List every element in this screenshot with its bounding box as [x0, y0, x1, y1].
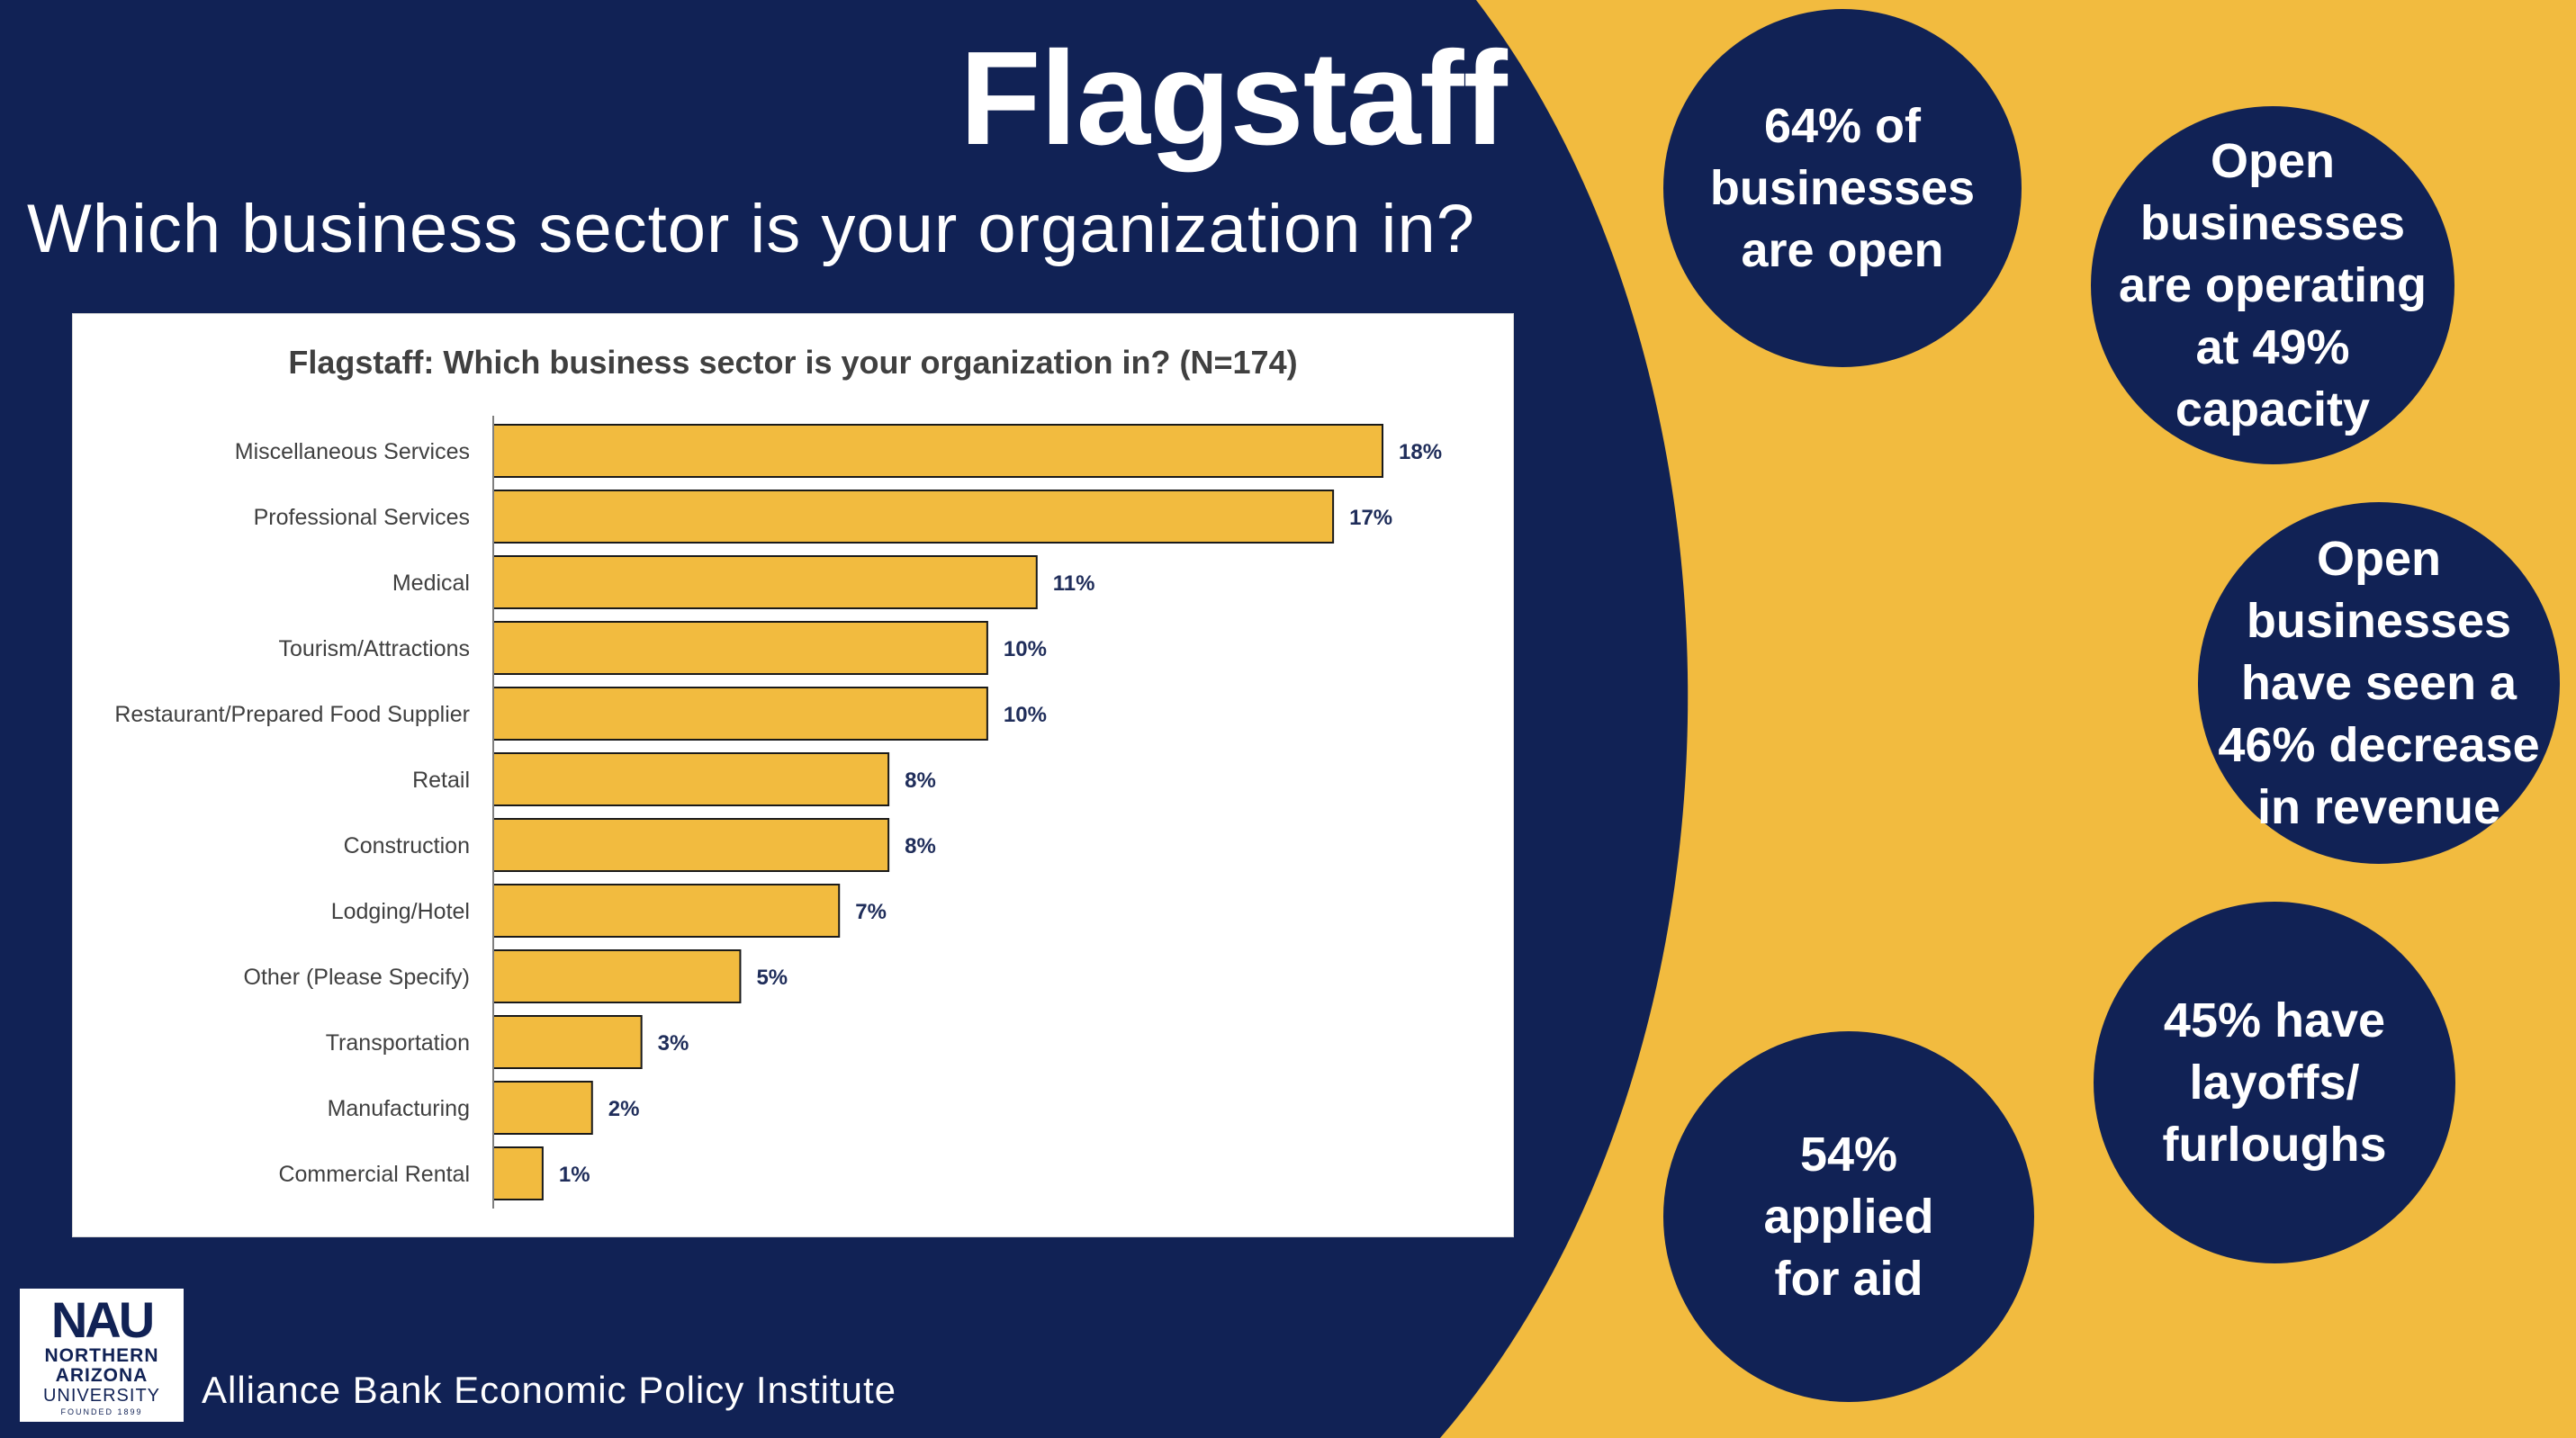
category-label: Tourism/Attractions [278, 636, 470, 661]
value-label: 1% [559, 1163, 590, 1187]
bar [492, 884, 841, 938]
bar [492, 490, 1335, 544]
bar [492, 1146, 544, 1200]
category-label: Manufacturing [328, 1096, 470, 1121]
bar [492, 555, 1038, 609]
value-label: 11% [1053, 571, 1095, 596]
value-label: 8% [905, 768, 936, 793]
value-label: 2% [608, 1097, 640, 1121]
bar [492, 621, 988, 675]
bar-chart: Flagstaff: Which business sector is your… [114, 344, 1442, 1209]
value-label: 5% [756, 966, 788, 990]
stat-operating-capacity: Open businesses are operating at 49% cap… [2091, 106, 2454, 464]
value-label: 18% [1399, 440, 1442, 464]
category-label: Retail [412, 768, 470, 793]
bar [492, 1081, 593, 1135]
value-label: 10% [1004, 703, 1047, 727]
slide-title: Flagstaff [959, 24, 1508, 173]
value-label: 7% [855, 900, 887, 924]
value-label: 3% [658, 1031, 689, 1056]
stat-businesses-open: 64% of businesses are open [1663, 9, 2022, 367]
nau-logo: NAU NORTHERN ARIZONA UNIVERSITY FOUNDED … [20, 1289, 184, 1422]
value-label: 17% [1349, 506, 1392, 530]
chart-panel: Flagstaff: Which business sector is your… [72, 313, 1514, 1237]
logo-wordmark: NAU [50, 1291, 155, 1348]
logo-founded: FOUNDED 1899 [60, 1407, 143, 1416]
category-label: Commercial Rental [278, 1162, 470, 1187]
logo-line-arizona: ARIZONA [55, 1365, 149, 1386]
bar [492, 424, 1383, 478]
category-label: Miscellaneous Services [235, 439, 470, 464]
footer-institute: Alliance Bank Economic Policy Institute [202, 1369, 897, 1411]
chart-title: Flagstaff: Which business sector is your… [288, 344, 1297, 381]
category-label: Other (Please Specify) [244, 965, 471, 990]
category-label: Lodging/Hotel [331, 899, 470, 924]
bar [492, 949, 742, 1003]
slide-subtitle: Which business sector is your organizati… [27, 191, 1475, 267]
bar [492, 818, 890, 872]
stat-applied-for-aid: 54% applied for aid [1663, 1031, 2034, 1402]
bar [492, 687, 988, 741]
value-label: 8% [905, 834, 936, 858]
stat-layoffs-furloughs: 45% have layoffs/ furloughs [2094, 902, 2455, 1263]
bar [492, 752, 890, 806]
category-label: Restaurant/Prepared Food Supplier [114, 702, 470, 727]
category-label: Medical [392, 571, 470, 596]
value-label: 10% [1004, 637, 1047, 661]
category-label: Construction [344, 833, 470, 858]
bar [492, 1015, 643, 1069]
category-label: Transportation [326, 1030, 470, 1056]
category-label: Professional Services [254, 505, 470, 530]
logo-line-university: UNIVERSITY [42, 1386, 161, 1406]
stat-revenue-decrease: Open businesses have seen a 46% decrease… [2198, 502, 2560, 864]
logo-line-northern: NORTHERN [44, 1345, 159, 1366]
